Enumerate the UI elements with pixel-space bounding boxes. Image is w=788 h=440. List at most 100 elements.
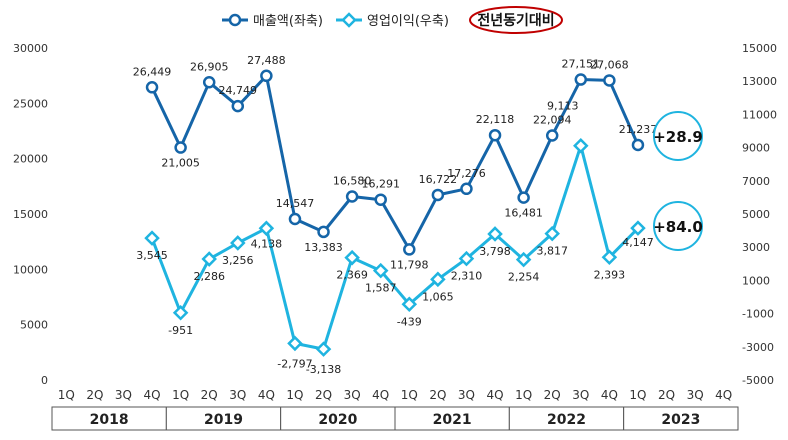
x-tick-label: 2Q xyxy=(86,388,103,402)
x-tick-label: 3Q xyxy=(115,388,132,402)
y-right-tick-label: 5000 xyxy=(742,208,770,221)
comparison-ellipse xyxy=(469,6,563,34)
revenue-data-label: 27,068 xyxy=(590,58,629,71)
y-left-tick-label: 30000 xyxy=(13,42,48,55)
operating-profit-point xyxy=(315,341,332,357)
y-right-tick-label: 15000 xyxy=(742,42,777,55)
y-left-tick-label: 20000 xyxy=(13,153,48,166)
revenue-point xyxy=(202,76,216,89)
year-label: 2018 xyxy=(90,412,129,428)
revenue-data-label: 16,580 xyxy=(333,175,372,188)
revenue-point xyxy=(460,182,473,196)
x-tick-label: 3Q xyxy=(344,388,361,402)
revenue-point xyxy=(631,138,645,152)
operating-profit-point xyxy=(172,305,189,321)
operating-profit-data-label: -951 xyxy=(168,324,193,337)
revenue-data-label: 16,291 xyxy=(361,178,400,191)
operating-profit-point xyxy=(287,335,303,352)
x-tick-label: 4Q xyxy=(372,388,389,402)
revenue-point xyxy=(603,74,616,87)
operating-profit-data-label: 2,369 xyxy=(336,269,368,282)
revenue-data-label: 22,094 xyxy=(533,113,572,126)
x-tick-label: 2Q xyxy=(315,388,332,402)
operating-profit-point xyxy=(201,251,217,267)
operating-profit-point xyxy=(401,296,418,313)
revenue-point xyxy=(374,193,387,206)
x-tick-label: 4Q xyxy=(601,388,618,402)
x-tick-label: 3Q xyxy=(572,388,589,402)
y-left-tick-label: 0 xyxy=(41,374,48,387)
revenue-point xyxy=(431,188,445,202)
y-right-tick-label: -1000 xyxy=(742,308,774,321)
y-right-tick-label: -5000 xyxy=(742,374,774,387)
x-tick-label: 3Q xyxy=(687,388,704,402)
x-tick-label: 1Q xyxy=(58,388,75,402)
operating-profit-data-label: 2,286 xyxy=(193,270,225,283)
annotation-circle xyxy=(653,201,703,251)
revenue-point xyxy=(574,73,588,86)
operating-profit-point xyxy=(230,235,246,251)
y-right-tick-label: 11000 xyxy=(742,108,777,121)
operating-profit-point xyxy=(144,230,160,246)
annotation-label: +28.9 xyxy=(653,128,703,146)
operating-profit-data-label: 9,113 xyxy=(547,100,579,113)
revenue-data-label: 26,449 xyxy=(133,65,172,78)
legend-op-marker xyxy=(341,12,357,28)
revenue-data-label: 17,276 xyxy=(447,167,486,180)
revenue-data-label: 24,749 xyxy=(219,84,258,97)
revenue-point xyxy=(403,243,416,256)
y-right-tick-label: 3000 xyxy=(742,241,770,254)
operating-profit-point xyxy=(372,262,389,279)
x-tick-label: 3Q xyxy=(458,388,475,402)
legend-revenue-marker xyxy=(228,13,242,27)
y-left-tick-label: 5000 xyxy=(20,319,48,332)
year-cell xyxy=(623,406,739,431)
revenue-point xyxy=(517,191,530,204)
revenue-point xyxy=(260,69,273,83)
annotation-circle xyxy=(653,111,703,161)
operating-profit-data-label: 1,587 xyxy=(365,282,397,295)
revenue-point xyxy=(488,128,502,142)
revenue-point xyxy=(288,212,302,226)
x-tick-label: 4Q xyxy=(715,388,732,402)
operating-profit-point xyxy=(458,250,475,267)
operating-profit-point xyxy=(630,220,646,236)
x-tick-label: 4Q xyxy=(143,388,160,402)
year-label: 2021 xyxy=(433,412,472,428)
x-tick-label: 4Q xyxy=(258,388,275,402)
x-tick-label: 4Q xyxy=(486,388,503,402)
operating-profit-data-label: 3,545 xyxy=(136,249,168,262)
operating-profit-data-label: 2,254 xyxy=(508,271,540,284)
x-tick-label: 1Q xyxy=(286,388,303,402)
operating-profit-data-label: -439 xyxy=(397,315,422,328)
x-tick-label: 2Q xyxy=(658,388,675,402)
operating-profit-data-label: 4,138 xyxy=(251,237,283,250)
y-right-tick-label: 13000 xyxy=(742,75,777,88)
operating-profit-data-label: 2,310 xyxy=(451,270,483,283)
x-tick-label: 1Q xyxy=(401,388,418,402)
revenue-data-label: 16,481 xyxy=(504,207,543,220)
revenue-point xyxy=(545,129,559,142)
operating-profit-point xyxy=(515,251,532,268)
operating-profit-data-label: 3,256 xyxy=(222,254,254,267)
operating-profit-point xyxy=(573,137,589,154)
operating-profit-point xyxy=(544,225,560,242)
operating-profit-point xyxy=(430,271,446,288)
revenue-point xyxy=(345,190,359,203)
operating-profit-point xyxy=(344,249,360,266)
x-tick-label: 2Q xyxy=(544,388,561,402)
comparison-label: 전년동기대비 xyxy=(477,12,554,29)
revenue-point xyxy=(231,99,245,113)
year-label: 2022 xyxy=(547,412,586,428)
revenue-data-label: 16,722 xyxy=(419,173,458,186)
y-right-tick-label: 1000 xyxy=(742,274,770,287)
x-tick-label: 2Q xyxy=(201,388,218,402)
legend-op-label: 영업이익(우축) xyxy=(367,14,449,29)
y-left-tick-label: 15000 xyxy=(13,208,48,221)
y-right-tick-label: 7000 xyxy=(742,175,770,188)
revenue-point xyxy=(174,141,187,154)
revenue-data-label: 26,905 xyxy=(190,60,229,73)
revenue-data-label: 21,237 xyxy=(619,123,658,136)
operating-profit-data-label: 4,147 xyxy=(622,236,654,249)
